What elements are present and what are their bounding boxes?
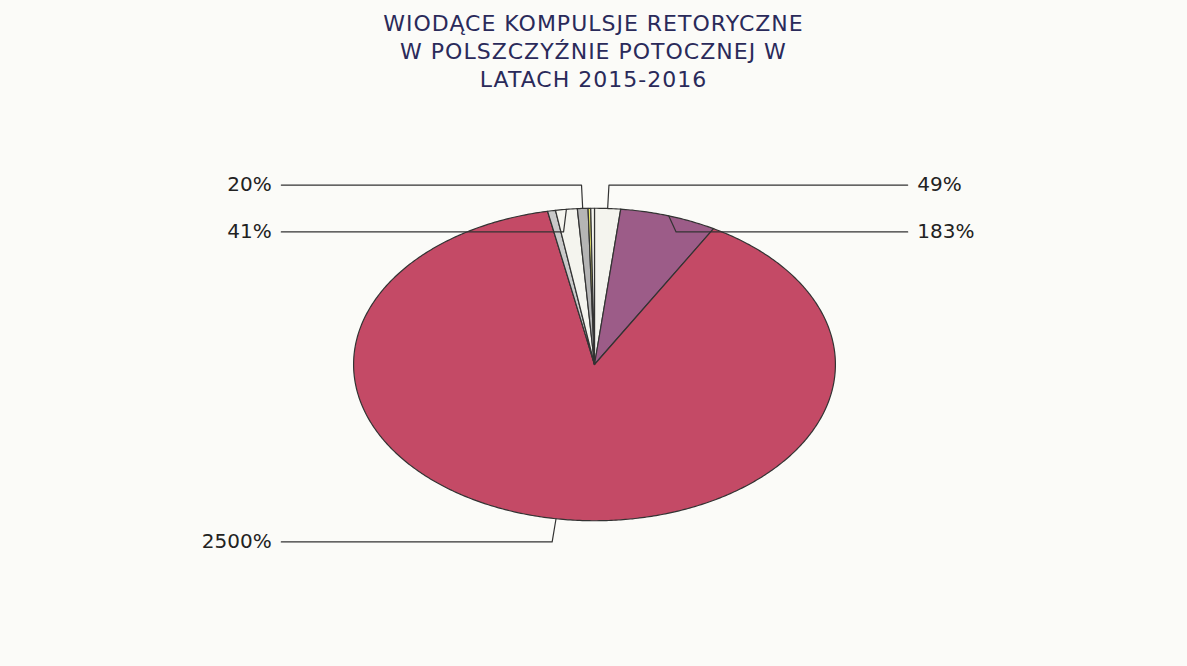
svg-text:20%: 20%: [227, 172, 271, 196]
html-text:WIODĄCE KOMPULSJE RETORYCZNE W: WIODĄCE KOMPULSJE RETORYCZNE W POLSZCZYŹ…: [383, 11, 804, 92]
svg-text:2500%: 2500%: [201, 529, 271, 553]
svg-text:183%: 183%: [917, 219, 974, 243]
svg-text:49%: 49%: [917, 172, 961, 196]
svg-text:41%: 41%: [227, 219, 271, 243]
